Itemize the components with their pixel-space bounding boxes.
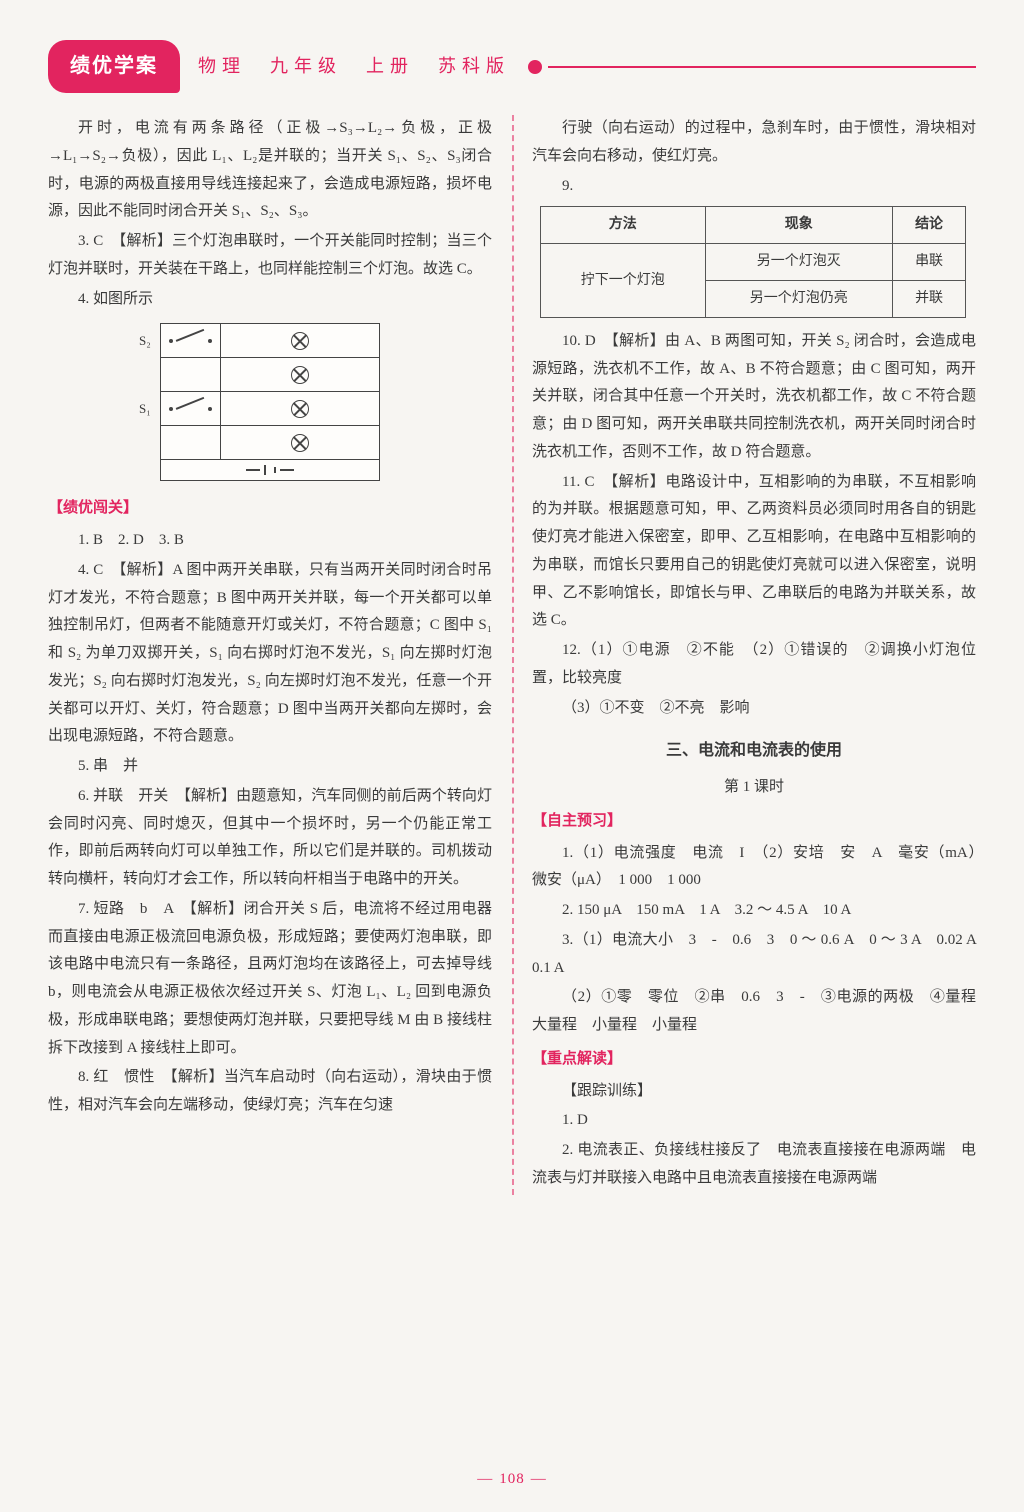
right-p5: 12.（1）①电源 ②不能 （2）①错误的 ②调换小灯泡位置，比较亮度 xyxy=(532,637,976,693)
answer-table: 方法 现象 结论 拧下一个灯泡 另一个灯泡灭 串联 另一个灯泡仍亮 并联 xyxy=(540,206,966,318)
td-cell: 并联 xyxy=(892,281,965,318)
header-dot-icon xyxy=(528,60,542,74)
circuit-diagram: S₂ S₁ xyxy=(48,323,492,481)
td-method: 拧下一个灯泡 xyxy=(541,244,706,318)
th-method: 方法 xyxy=(541,207,706,244)
right-p2: 9. xyxy=(532,173,976,201)
right-p3: 10. D 【解析】由 A、B 两图可知，开关 S₂ 闭合时，会造成电源短路，洗… xyxy=(532,328,976,467)
page-number-value: 108 xyxy=(499,1471,525,1487)
th-phenomenon: 现象 xyxy=(705,207,892,244)
section-heading: 三、电流和电流表的使用 xyxy=(532,736,976,766)
right-section-zizhu: 【自主预习】 xyxy=(532,808,976,836)
switch-s2-label: S₂ xyxy=(139,329,151,353)
right-p4: 11. C 【解析】电路设计中，互相影响的为串联，不互相影响的为并联。根据题意可… xyxy=(532,469,976,636)
table-header-row: 方法 现象 结论 xyxy=(541,207,966,244)
series-badge: 绩优学案 xyxy=(48,40,180,93)
right-p12: 2. 电流表正、负接线柱接反了 电流表直接接在电源两端 电流表与灯并联接入电路中… xyxy=(532,1137,976,1193)
left-p6: 5. 串 并 xyxy=(48,753,492,781)
right-section-zhongdian: 【重点解读】 xyxy=(532,1046,976,1074)
switch-s1-label: S₁ xyxy=(139,397,151,421)
page-header: 绩优学案 物理 九年级 上册 苏科版 xyxy=(48,40,976,93)
header-subtitle: 物理 九年级 上册 苏科版 xyxy=(198,50,510,83)
td-cell: 另一个灯泡仍亮 xyxy=(705,281,892,318)
right-column: 行驶（向右运动）的过程中，急刹车时，由于惯性，滑块相对汽车会向右移动，使红灯亮。… xyxy=(512,115,976,1195)
td-cell: 串联 xyxy=(892,244,965,281)
left-p5: 4. C 【解析】A 图中两开关串联，只有当两开关同时闭合时吊灯才发光，不符合题… xyxy=(48,557,492,751)
th-conclusion: 结论 xyxy=(892,207,965,244)
right-p8: 2. 150 μA 150 mA 1 A 3.2 ～ 4.5 A 10 A xyxy=(532,897,976,925)
right-p9: 3.（1）电流大小 3 - 0.6 3 0 ～ 0.6 A 0 ～ 3 A 0.… xyxy=(532,927,976,983)
page-number: —108— xyxy=(0,1466,1024,1494)
td-cell: 另一个灯泡灭 xyxy=(705,244,892,281)
left-p4: 1. B 2. D 3. B xyxy=(48,527,492,555)
left-p7: 6. 并联 开关 【解析】由题意知，汽车同侧的前后两个转向灯会同时闪亮、同时熄灭… xyxy=(48,783,492,894)
left-p8: 7. 短路 b A 【解析】闭合开关 S 后，电流将不经过用电器而直接由电源正极… xyxy=(48,896,492,1063)
header-rule xyxy=(548,66,976,68)
left-column: 开时，电流有两条路径（正极→S₃→L₂→负极，正极→L₁→S₂→负极），因此 L… xyxy=(48,115,512,1195)
right-p6: （3）①不变 ②不亮 影响 xyxy=(532,695,976,723)
right-section-genzong: 【跟踪训练】 xyxy=(532,1078,976,1106)
left-p2: 3. C 【解析】三个灯泡串联时，一个开关能同时控制；当三个灯泡并联时，开关装在… xyxy=(48,228,492,284)
right-p1: 行驶（向右运动）的过程中，急刹车时，由于惯性，滑块相对汽车会向右移动，使红灯亮。 xyxy=(532,115,976,171)
left-p3: 4. 如图所示 xyxy=(48,286,492,314)
column-divider xyxy=(512,115,514,1195)
circuit-box: S₂ S₁ xyxy=(160,323,380,481)
right-p10: （2）①零 零位 ②串 0.6 3 - ③电源的两极 ④量程 大量程 小量程 小… xyxy=(532,984,976,1040)
table-row: 拧下一个灯泡 另一个灯泡灭 串联 xyxy=(541,244,966,281)
right-p11: 1. D xyxy=(532,1107,976,1135)
bulb-icon xyxy=(291,434,309,452)
bulb-icon xyxy=(291,400,309,418)
bulb-icon xyxy=(291,366,309,384)
left-section-jiyou: 【绩优闯关】 xyxy=(48,495,492,523)
page-body: 开时，电流有两条路径（正极→S₃→L₂→负极，正极→L₁→S₂→负极），因此 L… xyxy=(48,115,976,1195)
left-p1: 开时，电流有两条路径（正极→S₃→L₂→负极，正极→L₁→S₂→负极），因此 L… xyxy=(48,115,492,226)
bulb-icon xyxy=(291,332,309,350)
left-p9: 8. 红 惯性 【解析】当汽车启动时（向右运动），滑块由于惯性，相对汽车会向左端… xyxy=(48,1064,492,1120)
battery-icon xyxy=(161,460,379,480)
lesson-heading: 第 1 课时 xyxy=(532,774,976,802)
right-p7: 1.（1）电流强度 电流 I （2）安培 安 A 毫安（mA） 微安（μA） 1… xyxy=(532,840,976,896)
